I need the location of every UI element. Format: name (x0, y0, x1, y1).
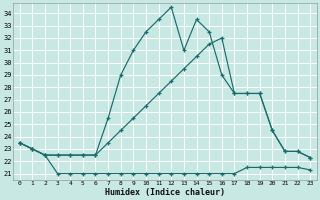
X-axis label: Humidex (Indice chaleur): Humidex (Indice chaleur) (105, 188, 225, 197)
